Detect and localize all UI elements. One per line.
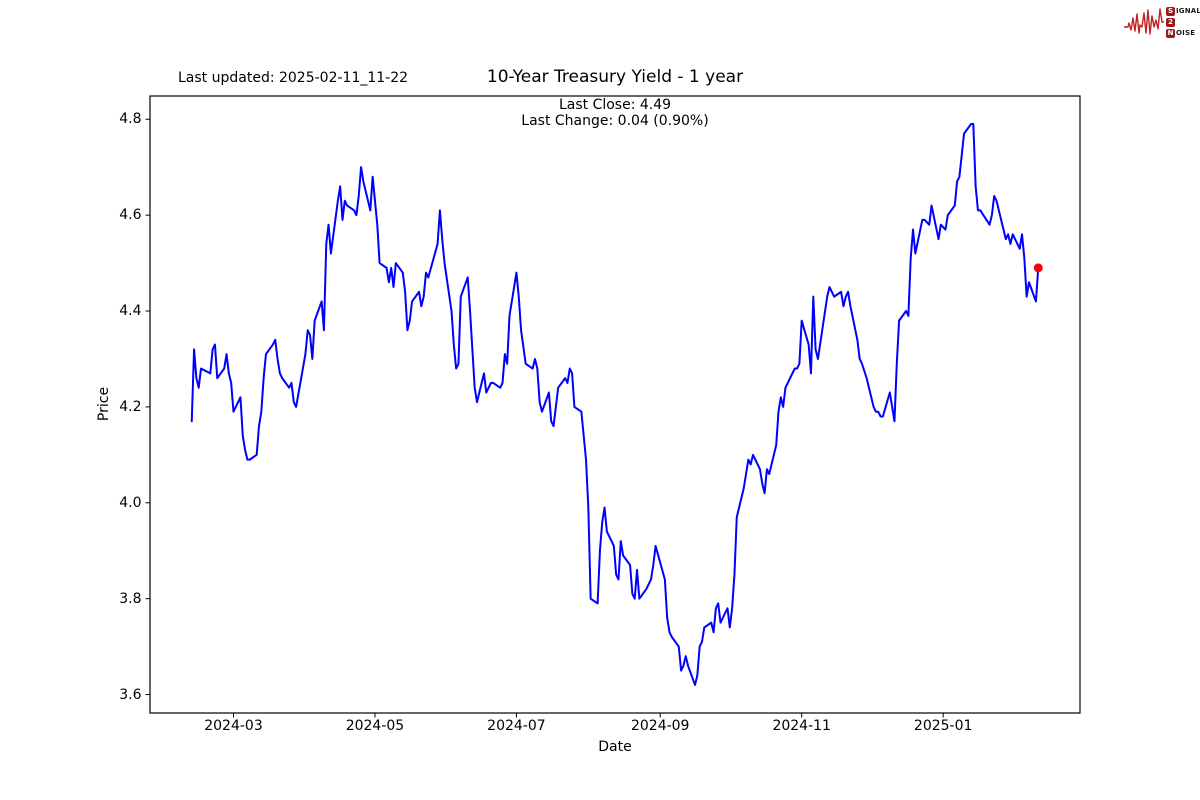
annotation-last-change: Last Change: 0.04 (0.90%) <box>521 113 709 129</box>
x-tick-label: 2024-09 <box>630 718 690 734</box>
x-axis-label: Date <box>598 739 632 755</box>
axes-frame <box>149 95 1081 714</box>
logo-row-signal: S IGNAL <box>1166 6 1200 16</box>
logo-letterbox-s: S <box>1166 6 1175 16</box>
x-tick-label: 2025-01 <box>913 718 973 734</box>
last-close-marker <box>1033 263 1043 273</box>
y-tick-label: 4.2 <box>119 398 142 415</box>
annotation-last-close: Last Close: 4.49 <box>558 97 672 113</box>
logo-letterbox-2: 2 <box>1166 17 1175 27</box>
logo-row-2: 2 <box>1166 17 1200 27</box>
pulse-waveform-icon <box>1124 8 1164 35</box>
y-tick-label: 3.6 <box>119 686 142 703</box>
signal2noise-logo: S IGNAL 2 N OISE <box>1124 5 1200 39</box>
logo-wordmark: S IGNAL 2 N OISE <box>1166 6 1200 38</box>
y-tick-label: 4.0 <box>119 494 142 511</box>
x-tick-label: 2024-07 <box>487 718 546 734</box>
y-tick-label: 3.8 <box>119 590 142 607</box>
y-tick-label: 4.6 <box>119 207 142 224</box>
last-updated-text: Last updated: 2025-02-11_11-22 <box>178 70 409 86</box>
logo-row-noise: N OISE <box>1166 28 1196 38</box>
logo-letterbox-n: N <box>1166 28 1175 38</box>
y-tick-label: 4.8 <box>119 111 142 128</box>
x-tick-label: 2024-03 <box>204 718 263 734</box>
y-tick-label: 4.4 <box>119 303 142 319</box>
x-tick-label: 2024-05 <box>345 718 405 734</box>
x-tick-label: 2024-11 <box>772 718 831 734</box>
chart-title: 10-Year Treasury Yield - 1 year <box>486 67 744 87</box>
yield-line-series <box>190 123 1040 686</box>
